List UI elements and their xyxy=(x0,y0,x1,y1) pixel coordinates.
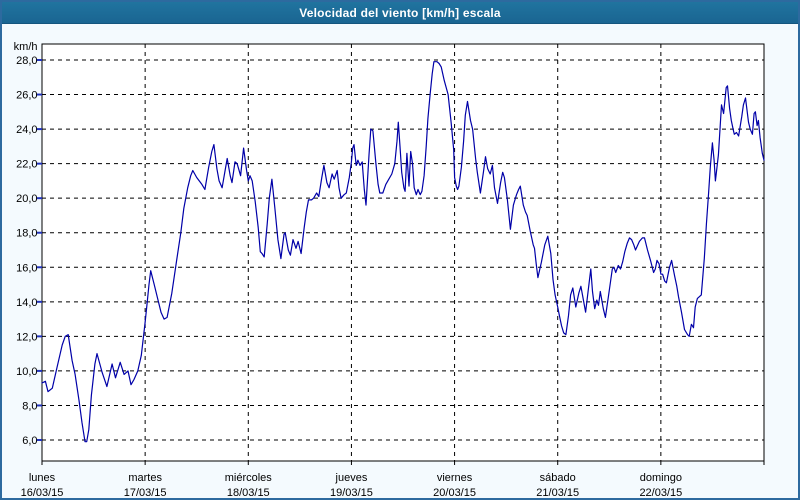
x-day-label: martes xyxy=(128,472,162,484)
chart-title: Velocidad del viento [km/h] escala xyxy=(299,5,501,20)
plot-area xyxy=(41,43,765,462)
x-day-label: miércoles xyxy=(225,472,273,484)
y-tick-label: 24,0 xyxy=(16,124,37,136)
y-tick-label: 18,0 xyxy=(16,228,37,240)
x-day-label: domingo xyxy=(640,472,682,484)
y-tick-label: 28,0 xyxy=(16,55,37,67)
y-tick-label: 12,0 xyxy=(16,331,37,343)
y-tick-label: 6,0 xyxy=(22,435,37,447)
chart-area: 28,0 26,0 24,0 22,0 20,0 18,0 16,0 14,0 12,0 10,0… xyxy=(2,24,798,498)
x-day-label: viernes xyxy=(437,472,473,484)
x-day-label: lunes xyxy=(29,472,56,484)
x-day-label: jueves xyxy=(335,472,368,484)
y-tick-label: 26,0 xyxy=(16,90,37,102)
x-date-label: 18/03/15 xyxy=(227,487,270,499)
y-axis-unit-label: km/h xyxy=(14,41,38,53)
y-tick-label: 14,0 xyxy=(16,297,37,309)
x-day-label: sábado xyxy=(540,472,576,484)
y-tick-label: 10,0 xyxy=(16,366,37,378)
x-date-label: 16/03/15 xyxy=(21,487,64,499)
x-date-label: 19/03/15 xyxy=(330,487,373,499)
y-tick-label: 16,0 xyxy=(16,262,37,274)
x-date-label: 20/03/15 xyxy=(433,487,476,499)
y-tick-label: 20,0 xyxy=(16,193,37,205)
title-bar: Velocidad del viento [km/h] escala xyxy=(2,2,798,24)
y-tick-label: 22,0 xyxy=(16,159,37,171)
wind-speed-line xyxy=(41,61,765,443)
y-tick-label: 8,0 xyxy=(22,400,37,412)
wind-speed-chart: 28,0 26,0 24,0 22,0 20,0 18,0 16,0 14,0 12,0 10,0… xyxy=(14,41,765,499)
x-date-label: 21/03/15 xyxy=(536,487,579,499)
x-date-label: 22/03/15 xyxy=(639,487,682,499)
x-date-label: 17/03/15 xyxy=(124,487,167,499)
